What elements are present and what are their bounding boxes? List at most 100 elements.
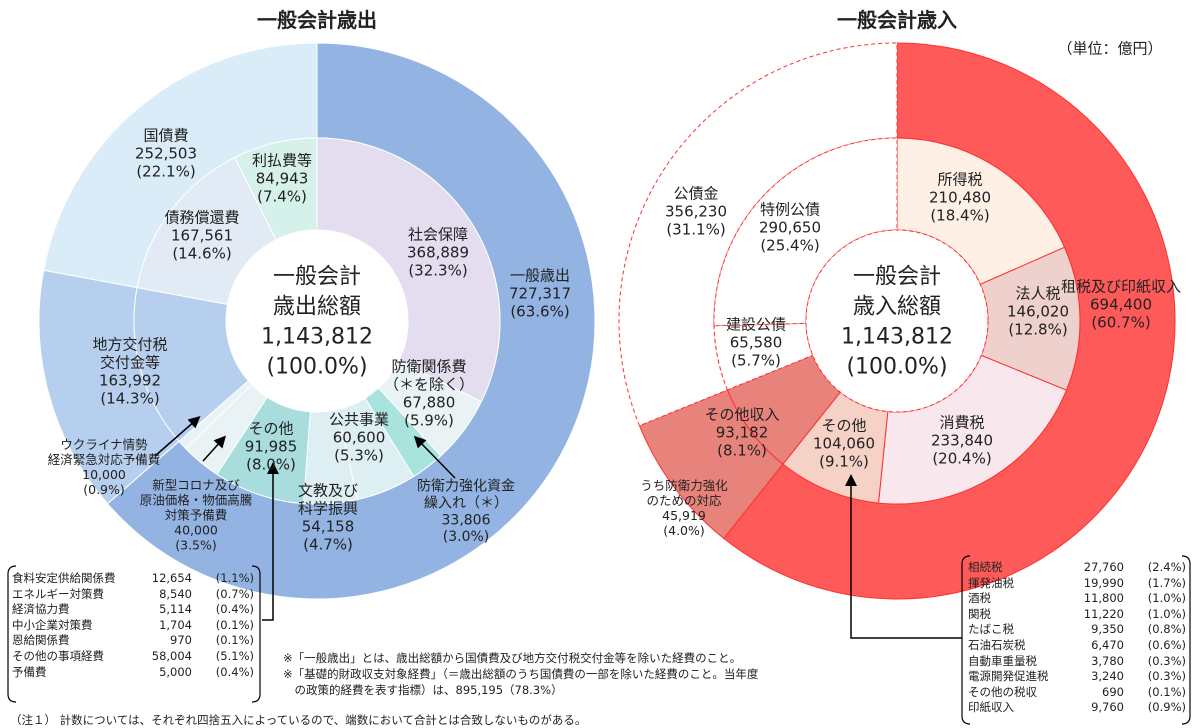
note-general-expenditure: ※「一般歳出」とは、歳出総額から国債費及び地方交付税交付金等を除いた経費のこと。 — [283, 651, 742, 665]
breakdown-row: 恩給関係費 970 (0.1%) — [12, 633, 254, 649]
label-social-security: 社会保障 368,889 (32.3%) — [407, 225, 469, 279]
breakdown-pct: (0.6%) — [1147, 637, 1186, 652]
breakdown-pct: (1.0%) — [1147, 591, 1186, 606]
expenditure-table-bracket-left — [7, 565, 17, 703]
breakdown-name: たばこ税 — [968, 622, 1014, 637]
breakdown-name: 予備費 — [12, 664, 47, 679]
breakdown-value: 11,800 — [1083, 591, 1124, 606]
label-defense: 防衛関係費（＊を除く） 67,880 (5.9%) — [384, 357, 474, 429]
unit-label: （単位：億円） — [1057, 39, 1162, 57]
breakdown-pct: (5.1%) — [215, 648, 254, 663]
label-interest-payments: 利払費等 84,943 (7.4%) — [252, 151, 312, 205]
breakdown-name: 酒税 — [968, 591, 991, 606]
breakdown-pct: (1.7%) — [1147, 575, 1186, 590]
breakdown-name: 中小企業対策費 — [12, 617, 93, 632]
breakdown-value: 5,114 — [159, 602, 192, 617]
breakdown-row: 印紙収入 9,760 (0.9%) — [968, 700, 1186, 716]
breakdown-name: 相続税 — [968, 560, 1003, 574]
label-education-science: 文教及び科学振興 54,158 (4.7%) — [298, 481, 358, 553]
breakdown-value: 27,760 — [1083, 560, 1124, 574]
breakdown-row: 予備費 5,000 (0.4%) — [12, 665, 254, 681]
breakdown-name: 石油石炭税 — [968, 637, 1026, 652]
breakdown-row: 関税 11,220 (1.0%) — [968, 607, 1186, 623]
expenditure-breakdown-table: 食料安定供給関係費 12,654 (1.1%) エネルギー対策費 8,540 (0.7%)… — [12, 571, 254, 680]
breakdown-name: その他の事項経費 — [12, 648, 104, 663]
label-defense-strengthening-note: うち防衛力強化のための対応 45,919 (4.0%) — [640, 478, 728, 538]
breakdown-row: エネルギー対策費 8,540 (0.7%) — [12, 587, 254, 603]
label-other-tax: その他 104,060 (9.1%) — [813, 416, 875, 470]
breakdown-row: 自動車重量税 3,780 (0.3%) — [968, 654, 1186, 670]
breakdown-pct: (1.1%) — [215, 571, 254, 585]
breakdown-pct: (0.3%) — [1147, 669, 1186, 684]
label-corporate-tax: 法人税 146,020 (12.8%) — [1007, 284, 1069, 338]
breakdown-pct: (1.0%) — [1147, 606, 1186, 621]
breakdown-row: その他の事項経費 58,004 (5.1%) — [12, 649, 254, 665]
arrow-ukraine-reserve — [154, 416, 201, 457]
breakdown-pct: (0.8%) — [1147, 622, 1186, 637]
expenditure-table-bracket-right — [251, 565, 261, 703]
arrow-other-tax-breakdown — [845, 474, 962, 639]
breakdown-name: その他の税収 — [968, 684, 1037, 699]
note-primary-balance-value: の政策的経費を表す指標）は、895,195（78.3%） — [283, 683, 563, 697]
label-local-allocation-tax: 地方交付税交付金等 163,992 (14.3%) — [92, 335, 167, 407]
breakdown-name: 揮発油税 — [968, 575, 1014, 590]
breakdown-row: 揮発油税 19,990 (1.7%) — [968, 576, 1186, 592]
label-general-expenditure: 一般歳出 727,317 (63.6%) — [509, 266, 571, 320]
breakdown-name: 恩給関係費 — [12, 633, 70, 648]
breakdown-row: 食料安定供給関係費 12,654 (1.1%) — [12, 571, 254, 587]
breakdown-name: 印紙収入 — [968, 700, 1014, 715]
label-ukraine-reserve: ウクライナ情勢経済緊急対応予備費 10,000 (0.9%) — [48, 437, 161, 497]
breakdown-name: エネルギー対策費 — [12, 586, 104, 601]
breakdown-value: 11,220 — [1083, 606, 1124, 621]
breakdown-pct: (0.4%) — [215, 602, 254, 617]
arrow-defense-fund — [413, 435, 456, 479]
breakdown-name: 関税 — [968, 606, 991, 621]
breakdown-value: 5,000 — [159, 664, 192, 679]
breakdown-value: 12,654 — [151, 571, 192, 585]
breakdown-name: 電源開発促進税 — [968, 669, 1049, 684]
label-income-tax: 所得税 210,480 (18.4%) — [929, 170, 991, 224]
label-consumption-tax: 消費税 233,840 (20.4%) — [931, 413, 993, 467]
revenue-inner-slice-2 — [877, 354, 1068, 505]
arrow-others-breakdown — [262, 462, 279, 621]
breakdown-value: 1,704 — [159, 617, 192, 632]
breakdown-row: 酒税 11,800 (1.0%) — [968, 591, 1186, 607]
breakdown-pct: (0.7%) — [215, 586, 254, 601]
arrow-covid-reserve — [202, 435, 227, 462]
breakdown-value: 3,780 — [1091, 653, 1124, 668]
label-other-revenue: その他収入 93,182 (8.1%) — [704, 405, 779, 459]
label-deficit-bonds: 特例公債 290,650 (25.4%) — [759, 200, 821, 254]
breakdown-row: 経済協力費 5,114 (0.4%) — [12, 602, 254, 618]
breakdown-row: たばこ税 9,350 (0.8%) — [968, 622, 1186, 638]
expenditure-title: 一般会計歳出 — [257, 8, 377, 32]
breakdown-name: 自動車重量税 — [968, 653, 1037, 668]
breakdown-value: 3,240 — [1091, 669, 1124, 684]
revenue-title: 一般会計歳入 — [837, 8, 957, 32]
breakdown-value: 8,540 — [159, 586, 192, 601]
breakdown-row: 相続税 27,760 (2.4%) — [968, 560, 1186, 576]
breakdown-value: 970 — [170, 633, 192, 648]
revenue-breakdown-table: 相続税 27,760 (2.4%) 揮発油税 19,990 (1.7%) 酒税 11,800 (… — [968, 560, 1186, 716]
breakdown-pct: (0.3%) — [1147, 653, 1186, 668]
breakdown-value: 58,004 — [151, 648, 192, 663]
note-primary-balance: ※「基礎的財政収支対象経費」（＝歳出総額のうち国債費の一部を除いた経費のこと。当… — [283, 667, 759, 681]
label-covid-reserve: 新型コロナ及び原油価格・物価高騰対策予備費 40,000 (3.5%) — [140, 477, 253, 552]
label-debt-redemption: 債務償還費 167,561 (14.6%) — [164, 208, 239, 262]
label-government-bonds: 公債金 356,230 (31.1%) — [665, 184, 727, 238]
breakdown-row: 中小企業対策費 1,704 (0.1%) — [12, 618, 254, 634]
breakdown-value: 9,760 — [1091, 700, 1124, 715]
breakdown-value: 690 — [1102, 684, 1124, 699]
breakdown-row: 電源開発促進税 3,240 (0.3%) — [968, 669, 1186, 685]
revenue-table-bracket-right — [1181, 555, 1191, 725]
revenue-table-bracket-left — [961, 555, 971, 725]
breakdown-value: 19,990 — [1083, 575, 1124, 590]
breakdown-pct: (0.4%) — [215, 664, 254, 679]
label-construction-bonds: 建設公債 65,580 (5.7%) — [726, 315, 786, 369]
breakdown-name: 経済協力費 — [12, 602, 70, 617]
label-public-works: 公共事業 60,600 (5.3%) — [329, 410, 389, 464]
label-tax-and-stamp: 租税及び印紙収入 694,400 (60.7%) — [1061, 277, 1181, 331]
footnote: （注１） 計数については、それぞれ四捨五入によっているので、端数において合計とは… — [10, 713, 587, 727]
breakdown-pct: (0.1%) — [215, 633, 254, 648]
